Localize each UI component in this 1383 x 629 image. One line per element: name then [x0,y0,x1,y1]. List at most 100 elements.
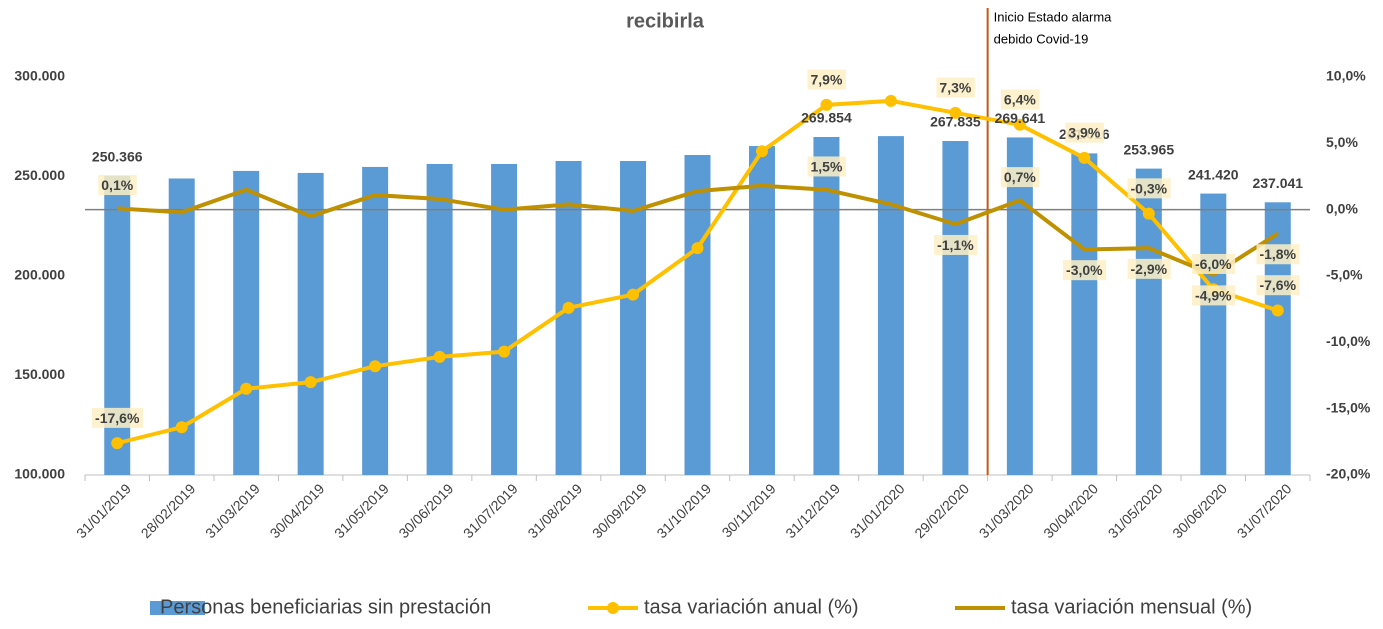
y2-tick-label: -20,0% [1326,466,1371,482]
marker [498,345,511,358]
data-label-bg [1000,89,1040,110]
marker [1013,118,1026,131]
bar [233,170,260,476]
marker [304,376,317,389]
y2-tick-label: 5,0% [1326,134,1358,150]
marker [111,437,124,450]
data-label: 241.420 [1188,166,1239,182]
y2-tick-label: -5,0% [1326,267,1363,283]
x-tick-label: 31/05/2020 [1105,480,1166,541]
annotation-text: Inicio Estado alarma [994,9,1113,24]
data-label: -1,1% [937,237,974,253]
marker [175,421,188,434]
marker [627,288,640,301]
marker [820,98,833,111]
marker [949,106,962,119]
chart-title: recibirla [626,10,705,32]
bar [748,146,775,476]
y-tick-label: 150.000 [14,366,65,382]
x-tick-label: 31/03/2019 [202,480,263,541]
data-label: 269.641 [995,110,1046,126]
data-label-bg [1065,122,1104,143]
x-tick-label: 30/06/2020 [1169,480,1230,541]
data-label: 250.366 [92,148,143,164]
marker [1271,304,1284,317]
bar [877,136,904,475]
marker [562,301,575,314]
marker [691,242,704,255]
data-label: -0,3% [1131,180,1168,196]
bar [104,175,131,475]
y2-tick-label: -15,0% [1326,399,1371,415]
data-label-bg [1192,285,1236,306]
x-tick-label: 31/12/2019 [782,480,843,541]
marker [884,94,897,107]
data-label: -4,9% [1195,287,1232,303]
data-label: -17,6% [95,410,140,426]
x-tick-label: 31/07/2019 [460,480,521,541]
x-tick-label: 30/04/2020 [1040,480,1101,541]
data-label: 1,5% [810,158,842,174]
data-label: 6,4% [1004,91,1036,107]
data-label-bg [98,175,137,196]
marker [1142,207,1155,220]
y2-tick-label: 0,0% [1326,200,1358,216]
data-label: -2,9% [1131,261,1168,277]
bar [684,155,711,475]
data-label: 269.854 [801,110,852,126]
marker [240,382,253,395]
data-label-bg [92,407,143,428]
data-label: 7,3% [939,80,971,96]
y-tick-label: 250.000 [14,167,65,183]
bar [620,160,647,475]
bar [942,141,969,475]
line [117,183,1279,277]
data-label: -3,0% [1066,262,1103,278]
x-tick-label: 30/06/2019 [395,480,456,541]
data-label: -6,0% [1195,256,1232,272]
data-label-bg [1256,275,1300,296]
x-tick-label: 31/03/2020 [976,480,1037,541]
bar [1264,202,1291,476]
data-label: 0,1% [101,177,133,193]
data-label-bg [807,156,846,177]
x-tick-label: 29/02/2020 [911,480,972,541]
legend-swatch [150,601,205,615]
x-tick-label: 31/08/2019 [524,480,585,541]
y-tick-label: 100.000 [14,466,65,482]
x-tick-label: 30/11/2019 [719,480,779,540]
data-label: -7,6% [1259,277,1296,293]
data-label: -1,8% [1259,246,1296,262]
annotation-text: debido Covid-19 [994,31,1089,46]
data-label: 237.041 [1252,175,1303,191]
data-label-bg [1000,167,1040,188]
x-tick-label: 31/07/2020 [1234,480,1295,541]
data-label-bg [936,77,975,98]
bar [555,160,582,475]
legend-label: tasa variación anual (%) [644,596,859,618]
x-tick-label: 31/05/2019 [331,480,392,541]
bar [362,166,389,475]
x-tick-label: 30/09/2019 [589,480,650,541]
marker [1078,151,1091,164]
bar [297,172,324,475]
bar [1071,153,1098,475]
y-tick-label: 200.000 [14,267,65,283]
y2-tick-label: -10,0% [1326,333,1371,349]
data-label: 0,7% [1004,169,1036,185]
marker [369,360,382,373]
marker [433,350,446,363]
data-label-bg [934,234,978,255]
legend-label: Personas beneficiarias sin prestación [160,596,491,618]
data-label: 3,9% [1068,125,1100,141]
data-label-bg [1256,244,1300,265]
data-label: 7,9% [810,72,842,88]
bar [1006,137,1033,475]
data-label-bg [1192,253,1236,274]
data-label: 267.835 [930,114,981,130]
x-tick-label: 30/04/2019 [267,480,328,541]
y2-tick-label: 10,0% [1326,68,1366,84]
marker [755,145,768,158]
data-label-bg [1127,178,1171,199]
